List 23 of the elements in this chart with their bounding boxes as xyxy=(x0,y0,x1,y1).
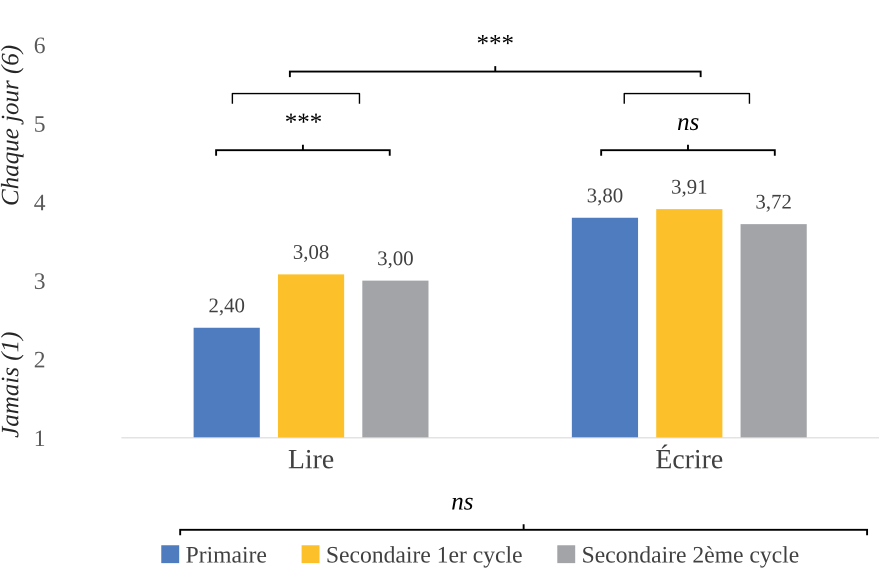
data-label: 3,08 xyxy=(294,244,328,262)
x-tick-label: Lire xyxy=(288,450,334,468)
annotation: ns xyxy=(678,118,699,130)
y-tick-label: 2 xyxy=(34,352,44,368)
text: ns xyxy=(452,498,473,510)
legend-label: Secondaire 1er cycle xyxy=(327,546,522,568)
text: *** xyxy=(478,34,513,44)
data-label: 2,40 xyxy=(209,298,244,316)
data-label: 3,00 xyxy=(378,251,413,268)
text: Jamais (1) xyxy=(0,332,24,438)
data-label: 3,72 xyxy=(756,194,791,212)
y-tick-label: 5 xyxy=(35,116,45,132)
annotation: *** xyxy=(286,114,322,123)
legend-label: Secondaire 2ème cycle xyxy=(583,546,798,568)
data-label: 3,80 xyxy=(588,188,622,206)
y-tick-label: 3 xyxy=(34,273,45,290)
x-tick-label: Écrire xyxy=(656,444,722,468)
y-tick-label: 1 xyxy=(36,430,44,446)
legend-label: Primaire xyxy=(186,546,266,563)
text: Chaque jour (6) xyxy=(0,46,24,205)
y-tick-label: 6 xyxy=(34,37,45,54)
y-tick-label: 4 xyxy=(34,194,46,210)
data-label: 3,91 xyxy=(672,180,706,197)
